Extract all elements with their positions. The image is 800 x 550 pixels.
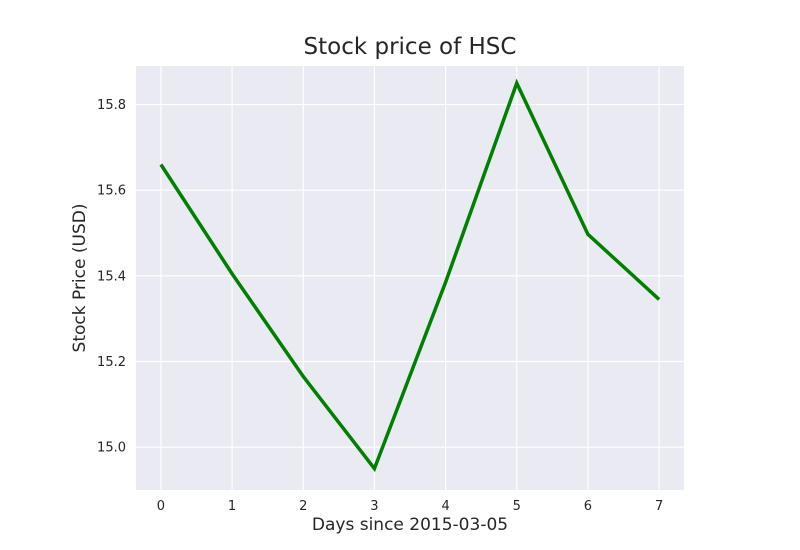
x-tick-label: 6 xyxy=(584,499,592,514)
series-line xyxy=(159,78,661,473)
series-layer xyxy=(159,78,661,473)
plot-area xyxy=(136,66,684,490)
y-tick-label: 15.8 xyxy=(97,98,126,113)
x-tick-label: 1 xyxy=(228,499,236,514)
x-axis-label: Days since 2015-03-05 xyxy=(311,515,509,535)
x-tick-label: 3 xyxy=(370,499,378,514)
tick-labels: 0 1 2 3 4 5 6 7 15.0 15.2 15.4 15.6 15.8 xyxy=(97,98,663,514)
chart-title: Stock price of HSC xyxy=(303,34,517,60)
x-tick-label: 0 xyxy=(157,499,165,514)
x-tick-label: 5 xyxy=(513,499,521,514)
x-tick-label: 2 xyxy=(299,499,307,514)
x-tick-label: 7 xyxy=(655,499,663,514)
y-tick-label: 15.2 xyxy=(97,355,126,370)
grid xyxy=(136,66,684,490)
y-tick-label: 15.4 xyxy=(97,269,126,284)
y-tick-label: 15.6 xyxy=(97,184,126,199)
y-tick-label: 15.0 xyxy=(97,441,126,456)
x-tick-label: 4 xyxy=(441,499,449,514)
